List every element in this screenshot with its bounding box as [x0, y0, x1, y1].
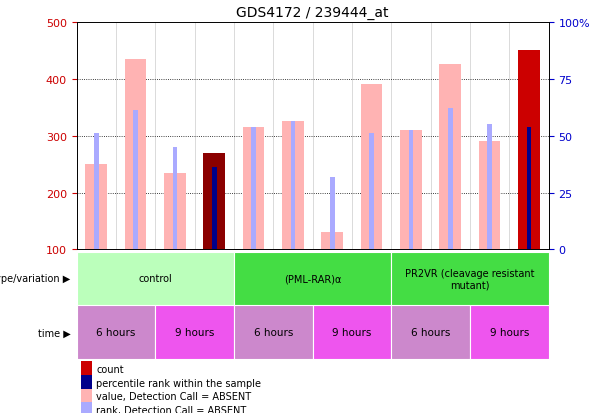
Bar [234, 306, 313, 359]
Bar [77, 306, 155, 359]
Bar [85, 165, 107, 250]
Bar [479, 142, 500, 250]
Bar [470, 306, 549, 359]
Bar [391, 306, 470, 359]
Text: 9 hours: 9 hours [332, 328, 371, 337]
Bar [282, 122, 304, 250]
Bar [391, 252, 549, 306]
Text: PR2VR (cleavage resistant
mutant): PR2VR (cleavage resistant mutant) [405, 268, 535, 290]
Text: time ▶: time ▶ [38, 328, 70, 337]
Text: 6 hours: 6 hours [254, 328, 293, 337]
Bar [234, 252, 391, 306]
Bar [82, 389, 92, 404]
Text: 9 hours: 9 hours [490, 328, 529, 337]
Bar [291, 122, 295, 250]
Bar [82, 361, 92, 377]
Bar [448, 109, 452, 250]
Bar [361, 85, 383, 250]
Bar [321, 233, 343, 250]
Text: rank, Detection Call = ABSENT: rank, Detection Call = ABSENT [96, 405, 246, 413]
Text: count: count [96, 364, 124, 374]
Text: genotype/variation ▶: genotype/variation ▶ [0, 274, 70, 284]
Text: 6 hours: 6 hours [96, 328, 135, 337]
Title: GDS4172 / 239444_at: GDS4172 / 239444_at [237, 6, 389, 20]
Bar [330, 177, 335, 250]
Bar [251, 128, 256, 250]
Bar [173, 148, 177, 250]
Bar [243, 128, 264, 250]
Bar [212, 168, 216, 250]
Bar [155, 306, 234, 359]
Bar [400, 131, 422, 250]
Bar [369, 133, 374, 250]
Bar [82, 402, 92, 413]
Text: (PML-RAR)α: (PML-RAR)α [284, 274, 341, 284]
Bar [487, 125, 492, 250]
Bar [204, 153, 225, 250]
Text: 6 hours: 6 hours [411, 328, 451, 337]
Text: value, Detection Call = ABSENT: value, Detection Call = ABSENT [96, 391, 251, 401]
Bar [313, 306, 391, 359]
Bar [518, 51, 540, 250]
Bar [82, 375, 92, 390]
Bar [409, 131, 413, 250]
Bar [164, 173, 186, 250]
Text: control: control [139, 274, 172, 284]
Text: percentile rank within the sample: percentile rank within the sample [96, 377, 262, 387]
Bar [77, 252, 234, 306]
Bar [125, 59, 147, 250]
Bar [133, 111, 138, 250]
Bar [527, 128, 531, 250]
Bar [440, 65, 461, 250]
Bar [94, 133, 99, 250]
Text: 9 hours: 9 hours [175, 328, 215, 337]
